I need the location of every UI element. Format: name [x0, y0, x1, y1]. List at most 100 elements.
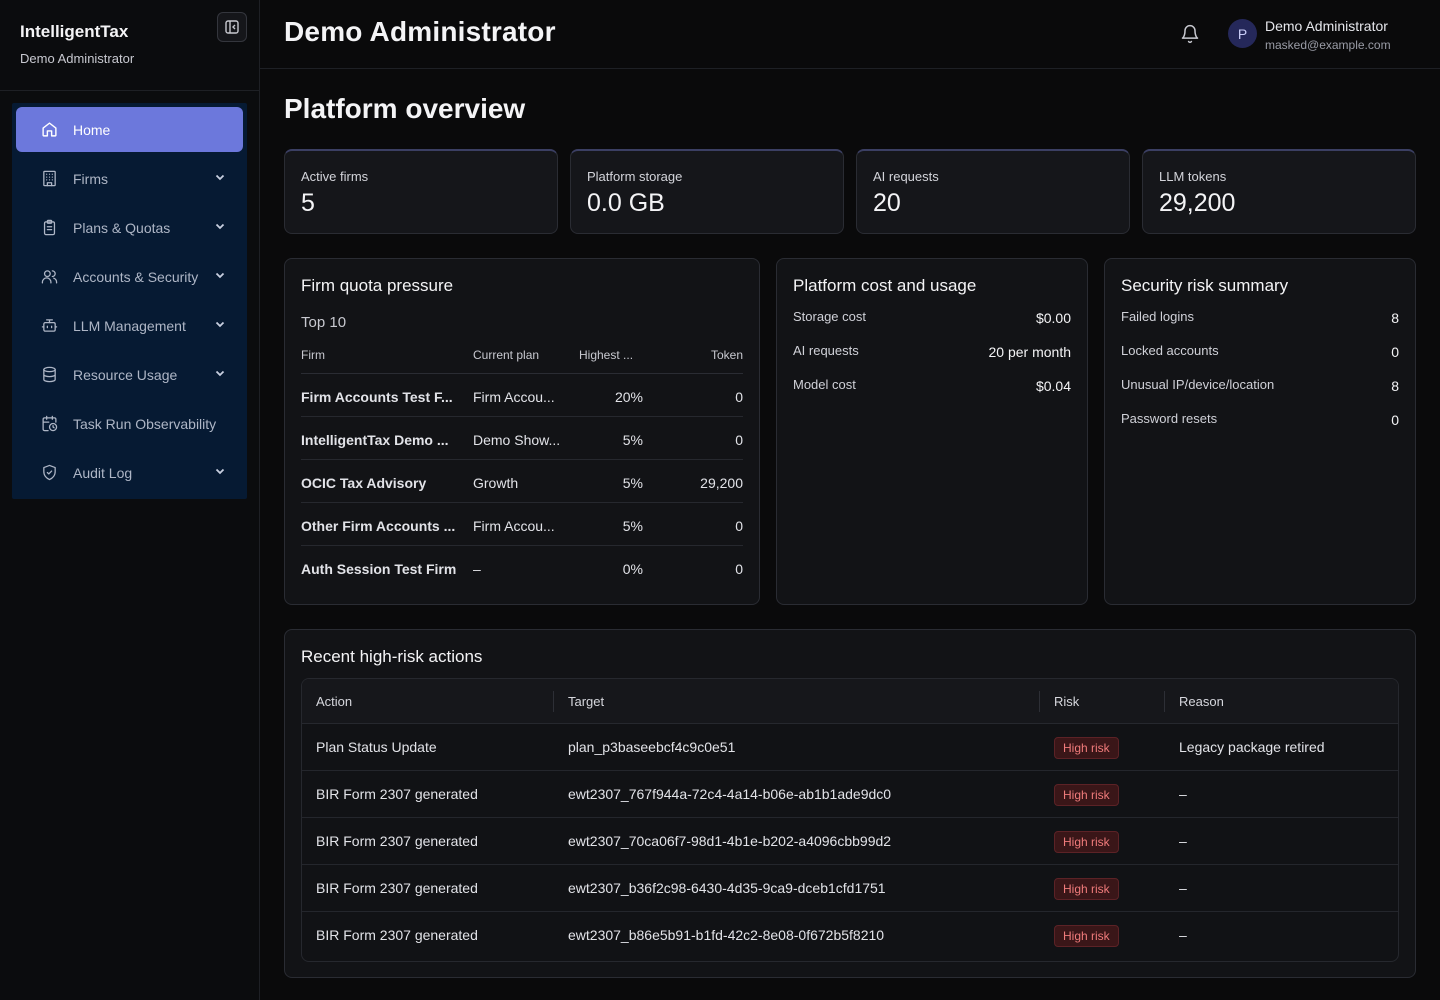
risk-label: Failed logins	[1121, 309, 1194, 324]
table-row[interactable]: BIR Form 2307 generated ewt2307_b86e5b91…	[302, 912, 1398, 959]
collapse-sidebar-button[interactable]	[217, 12, 247, 42]
risk-label: Password resets	[1121, 411, 1218, 426]
firm-name: IntelligentTax Demo ...	[301, 432, 449, 448]
bot-icon	[40, 317, 58, 335]
top-header: Demo Administrator P Demo Administrator …	[260, 0, 1440, 69]
risk-value: 8	[1391, 310, 1399, 326]
table-header: Action Target Risk Reason	[302, 679, 1398, 724]
database-icon	[40, 366, 58, 384]
risk-row: Password resets 0	[1121, 411, 1399, 445]
column-header[interactable]: Token	[710, 348, 743, 362]
cost-label: Storage cost	[793, 309, 866, 324]
chevron-down-icon	[213, 464, 227, 478]
column-header[interactable]: Target	[568, 694, 605, 709]
stat-value: 29,200	[1159, 189, 1236, 217]
sidebar-item-label: Resource Usage	[73, 366, 178, 383]
users-icon	[40, 268, 58, 286]
sidebar-item-label: Home	[73, 121, 111, 138]
firm-name: OCIC Tax Advisory	[301, 475, 427, 491]
stat-card-llm-tokens: LLM tokens 29,200	[1142, 149, 1416, 234]
token-count: 0	[735, 561, 743, 577]
sidebar-item-home[interactable]: Home	[16, 107, 243, 152]
risk-cell: High risk	[1054, 831, 1119, 853]
token-count: 0	[735, 518, 743, 534]
current-plan: Firm Accou...	[473, 518, 555, 534]
cost-row: Storage cost $0.00	[793, 309, 1071, 343]
table-row[interactable]: BIR Form 2307 generated ewt2307_70ca06f7…	[302, 818, 1398, 865]
highest-usage: 5%	[622, 475, 643, 491]
stat-value: 20	[873, 189, 901, 217]
cost-value: $0.00	[1035, 310, 1071, 326]
cost-row: Model cost $0.04	[793, 377, 1071, 411]
firm-quota-card: Firm quota pressure Top 10 Firm Current …	[284, 258, 760, 605]
column-header[interactable]: Current plan	[473, 348, 540, 362]
column-divider	[1039, 691, 1040, 712]
action-cell: Plan Status Update	[316, 739, 437, 755]
token-count: 29,200	[700, 475, 743, 491]
sidebar-item-firms[interactable]: Firms	[16, 156, 243, 201]
table-row[interactable]: BIR Form 2307 generated ewt2307_b36f2c98…	[302, 865, 1398, 912]
firm-name: Firm Accounts Test F...	[301, 389, 453, 405]
column-header[interactable]: Risk	[1054, 694, 1080, 709]
sidebar-collapse-icon	[225, 20, 239, 34]
target-cell: ewt2307_767f944a-72c4-4a14-b06e-ab1b1ade…	[568, 786, 892, 802]
recent-high-risk-card: Recent high-risk actions Action Target R…	[284, 629, 1416, 978]
risk-row: Locked accounts 0	[1121, 343, 1399, 377]
token-count: 0	[735, 432, 743, 448]
highest-usage: 5%	[622, 432, 643, 448]
card-title: Firm quota pressure	[301, 276, 454, 295]
sidebar-nav: Home Firms Plans & Quotas Accounts & Sec…	[12, 103, 247, 499]
sidebar-item-llm-management[interactable]: LLM Management	[16, 303, 243, 348]
user-name[interactable]: Demo Administrator	[1265, 18, 1388, 34]
action-cell: BIR Form 2307 generated	[316, 833, 478, 849]
user-email: masked@example.com	[1265, 38, 1391, 52]
cost-value: 20 per month	[988, 344, 1072, 360]
stat-card-platform-storage: Platform storage 0.0 GB	[570, 149, 844, 234]
risk-cell: High risk	[1054, 878, 1119, 900]
sidebar-item-label: Plans & Quotas	[73, 219, 171, 236]
cost-label: Model cost	[793, 377, 856, 392]
reason-cell: –	[1179, 927, 1187, 943]
table-row[interactable]: Firm Accounts Test F... Firm Accou... 20…	[301, 374, 743, 417]
sidebar-item-audit-log[interactable]: Audit Log	[16, 450, 243, 495]
risk-badge: High risk	[1054, 784, 1119, 806]
shield-check-icon	[40, 464, 58, 482]
sidebar-item-task-run-observability[interactable]: Task Run Observability	[16, 401, 243, 446]
chevron-down-icon	[213, 366, 227, 380]
table-row[interactable]: BIR Form 2307 generated ewt2307_767f944a…	[302, 771, 1398, 818]
header-title: Demo Administrator	[284, 16, 556, 47]
card-title: Security risk summary	[1121, 276, 1289, 295]
sidebar-item-plans-quotas[interactable]: Plans & Quotas	[16, 205, 243, 250]
table-row[interactable]: OCIC Tax Advisory Growth 5% 29,200	[301, 460, 743, 503]
table-header: Firm Current plan Highest ... Token	[301, 346, 743, 374]
firm-name: Other Firm Accounts ...	[301, 518, 456, 534]
avatar[interactable]: P	[1228, 19, 1257, 48]
card-title: Platform cost and usage	[793, 276, 977, 295]
sidebar-item-accounts-security[interactable]: Accounts & Security	[16, 254, 243, 299]
cost-value: $0.04	[1035, 378, 1071, 394]
risk-cell: High risk	[1054, 925, 1119, 947]
column-header[interactable]: Reason	[1179, 694, 1224, 709]
sidebar-item-resource-usage[interactable]: Resource Usage	[16, 352, 243, 397]
column-header[interactable]: Action	[316, 694, 353, 709]
risk-label: Locked accounts	[1121, 343, 1219, 358]
column-header[interactable]: Highest ...	[579, 348, 634, 362]
risk-badge: High risk	[1054, 831, 1119, 853]
chevron-down-icon	[213, 317, 227, 331]
table-row[interactable]: Plan Status Update plan_p3baseebcf4c9c0e…	[302, 724, 1398, 771]
risk-label: Unusual IP/device/location	[1121, 377, 1275, 392]
sidebar-item-label: Audit Log	[73, 464, 133, 481]
table-row[interactable]: Auth Session Test Firm – 0% 0	[301, 546, 743, 589]
sidebar-item-label: Accounts & Security	[73, 268, 199, 285]
column-divider	[1164, 691, 1165, 712]
column-header[interactable]: Firm	[301, 348, 325, 362]
table-row[interactable]: IntelligentTax Demo ... Demo Show... 5% …	[301, 417, 743, 460]
table-row[interactable]: Other Firm Accounts ... Firm Accou... 5%…	[301, 503, 743, 546]
bell-icon[interactable]	[1180, 24, 1200, 44]
risk-row: Unusual IP/device/location 8	[1121, 377, 1399, 411]
sidebar-item-label: Firms	[73, 170, 108, 187]
target-cell: ewt2307_b36f2c98-6430-4d35-9ca9-dceb1cfd…	[568, 880, 886, 896]
stat-card-active-firms: Active firms 5	[284, 149, 558, 234]
risk-value: 0	[1391, 344, 1399, 360]
